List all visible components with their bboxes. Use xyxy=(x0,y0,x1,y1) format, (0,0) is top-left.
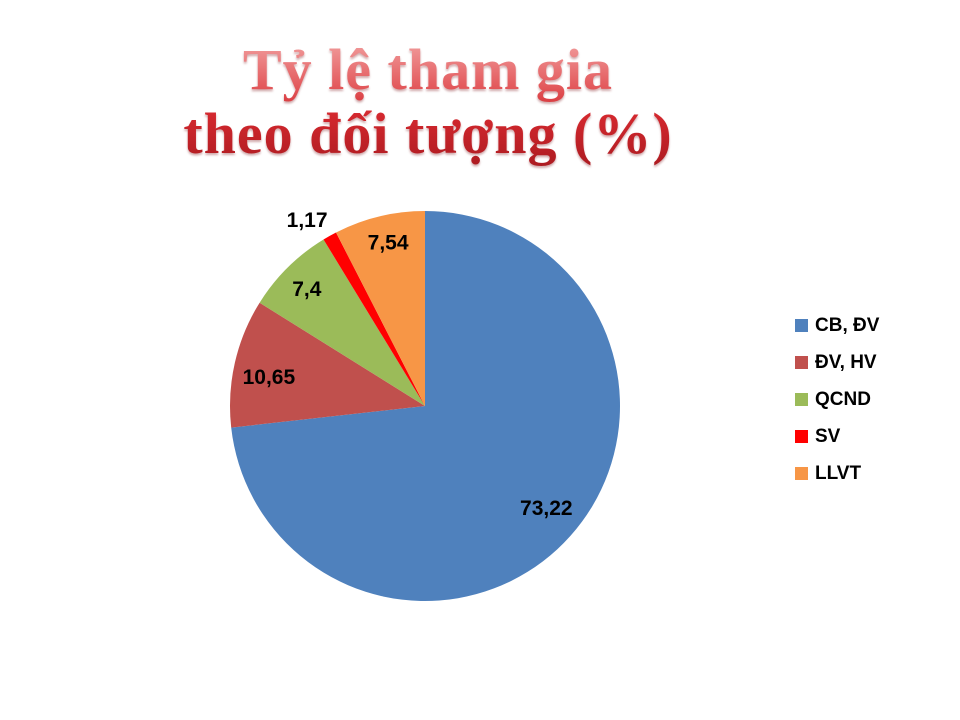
pie-slice-0[interactable] xyxy=(231,210,621,602)
pie-slice-4[interactable] xyxy=(336,211,425,406)
legend-item-cb-dv[interactable]: CB, ĐV xyxy=(795,307,879,344)
legend-label-llvt: LLVT xyxy=(815,462,862,484)
pie-slice-2[interactable] xyxy=(259,239,425,406)
pie-data-label-2: 7,4 xyxy=(292,278,322,301)
legend-swatch-qcnd xyxy=(795,393,808,406)
chart-legend: CB, ĐV ĐV, HV QCND SV LLVT xyxy=(795,307,879,492)
legend-swatch-dv-hv xyxy=(795,356,808,369)
pie-slice-1[interactable] xyxy=(230,302,425,428)
pie-data-label-1: 10,65 xyxy=(243,366,296,389)
legend-label-qcnd: QCND xyxy=(815,388,871,410)
legend-swatch-llvt xyxy=(795,467,808,480)
legend-item-dv-hv[interactable]: ĐV, HV xyxy=(795,344,879,381)
legend-label-cb-dv: CB, ĐV xyxy=(815,314,880,336)
legend-swatch-cb-dv xyxy=(795,319,808,332)
pie-slice-3[interactable] xyxy=(323,232,425,406)
legend-item-sv[interactable]: SV xyxy=(795,418,879,455)
legend-label-dv-hv: ĐV, HV xyxy=(815,351,877,373)
pie-data-label-4: 7,54 xyxy=(368,231,409,254)
pie-data-label-0: 73,22 xyxy=(520,497,573,520)
legend-item-llvt[interactable]: LLVT xyxy=(795,455,879,492)
pie-data-label-3: 1,17 xyxy=(287,209,328,232)
legend-label-sv: SV xyxy=(815,425,841,447)
legend-item-qcnd[interactable]: QCND xyxy=(795,381,879,418)
legend-swatch-sv xyxy=(795,430,808,443)
